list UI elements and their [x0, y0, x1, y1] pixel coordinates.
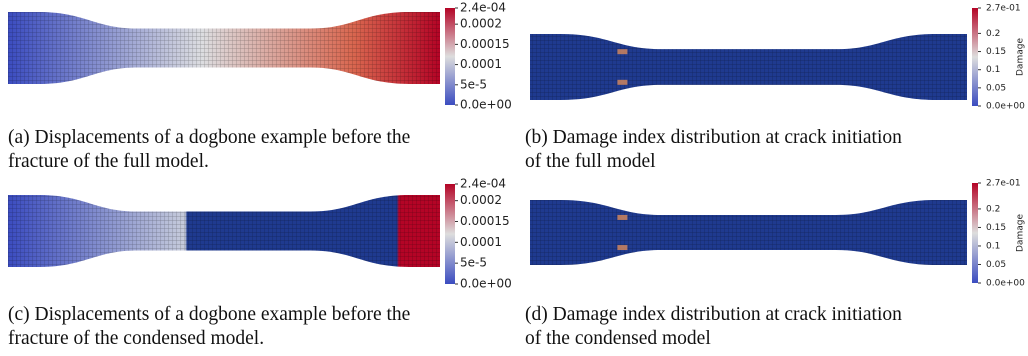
colorbar-label: 0.2 [986, 204, 1000, 214]
crack-zone [617, 49, 627, 54]
colorbar-label: 0.2 [986, 29, 1000, 39]
colorbar-label: 2.7e-01 [986, 4, 1021, 14]
colorbar [972, 183, 978, 283]
colorbar-label: 0.0e+00 [986, 279, 1025, 289]
colorbar-title: Damage [1016, 214, 1026, 252]
colorbar-label: 0.0001 [460, 235, 502, 249]
colorbar-label: 0.05 [986, 260, 1006, 270]
colorbar-label: 0.0002 [460, 17, 502, 31]
caption: (d) Damage index distribution at crack i… [525, 304, 902, 325]
crack-zone [617, 245, 627, 250]
colorbar [972, 8, 978, 106]
mesh [530, 34, 967, 100]
colorbar-label: 0.1 [986, 65, 1000, 75]
mesh [8, 12, 440, 84]
crack-zone [617, 215, 627, 220]
colorbar [445, 184, 455, 284]
colorbar-label: 0.0002 [460, 193, 502, 207]
colorbar-label: 5e-5 [460, 256, 487, 270]
caption: fracture of the full model. [8, 151, 209, 172]
mesh [8, 195, 440, 267]
caption: of the full model [525, 151, 656, 172]
colorbar-label: 0.05 [986, 83, 1006, 93]
crack-zone [617, 80, 627, 85]
caption: of the condensed model [525, 328, 711, 349]
colorbar-label: 0.0001 [460, 57, 502, 71]
colorbar-label: 0.00015 [460, 214, 510, 228]
caption: (a) Displacements of a dogbone example b… [8, 127, 410, 148]
colorbar-title: Damage [1016, 38, 1026, 76]
colorbar-label: 0.0e+00 [986, 102, 1025, 112]
colorbar-label: 2.4e-04 [460, 1, 506, 15]
colorbar-label: 0.1 [986, 241, 1000, 251]
mesh [530, 200, 967, 265]
colorbar-label: 0.00015 [460, 37, 510, 51]
caption: (c) Displacements of a dogbone example b… [8, 304, 410, 325]
colorbar-label: 5e-5 [460, 77, 487, 91]
colorbar-label: 0.15 [986, 223, 1006, 233]
colorbar-label: 2.4e-04 [460, 177, 506, 191]
colorbar-label: 0.0e+00 [460, 277, 512, 291]
colorbar [445, 8, 455, 105]
colorbar-label: 2.7e-01 [986, 179, 1021, 189]
caption: fracture of the condensed model. [8, 328, 264, 349]
colorbar-label: 0.15 [986, 47, 1006, 57]
figure: 2.4e-04 0.0002 0.00015 0.0001 5e-5 0.0e+00 (a)… [0, 0, 1028, 356]
caption: (b) Damage index distribution at crack i… [525, 127, 902, 148]
colorbar-label: 0.0e+00 [460, 98, 512, 112]
